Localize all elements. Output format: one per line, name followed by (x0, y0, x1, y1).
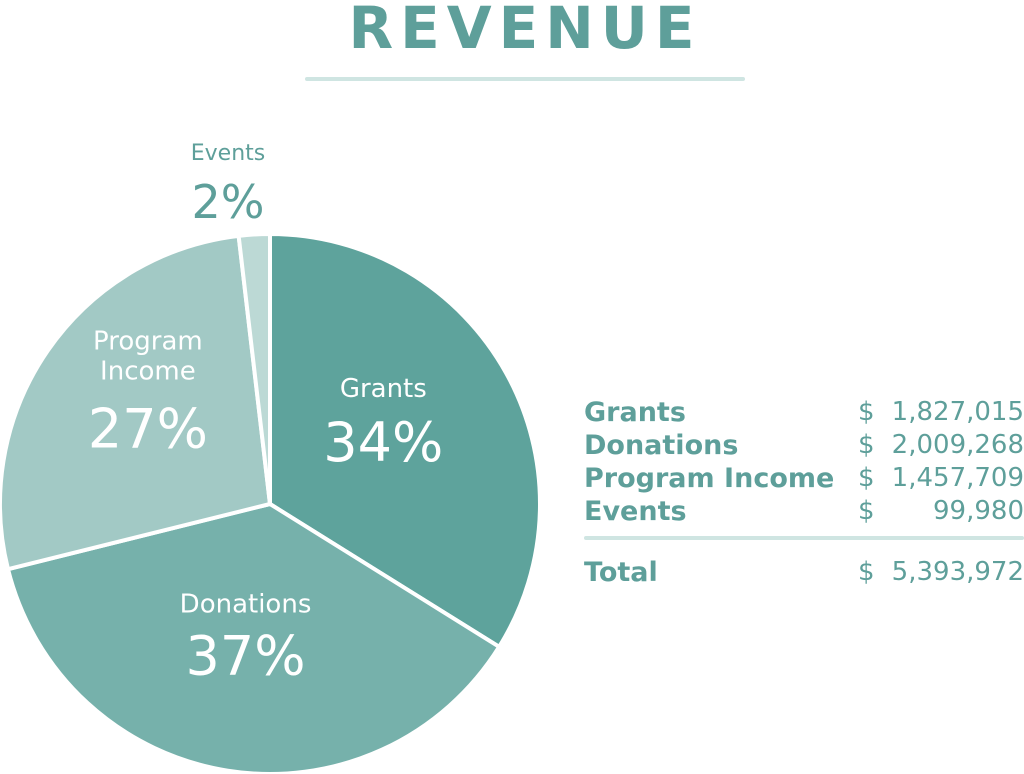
row-name: Donations (584, 430, 739, 461)
pie-slice-donations (5, 502, 502, 774)
row-currency: $ (858, 463, 875, 493)
table-row-events: Events $ 99,980 (584, 495, 1024, 528)
chart-title: REVENUE (348, 0, 702, 62)
slice-percent-events: 2% (192, 175, 265, 229)
slice-percent-donations: 37% (186, 625, 306, 688)
table-divider (584, 536, 1024, 540)
revenue-pie-chart: Grants 34% Donations 37% Program Income 27% Eve… (0, 141, 542, 774)
pie-slice-program-income (0, 233, 272, 572)
row-currency: $ (858, 397, 875, 427)
revenue-table: Grants $ 1,827,015 Donations $ 2,009,268… (584, 396, 1024, 589)
total-label: Total (584, 557, 658, 588)
pie-slice-grants (268, 232, 542, 649)
slice-label-grants: Grants (340, 374, 427, 404)
row-value: 1,457,709 (891, 463, 1024, 493)
slice-label-events: Events (191, 141, 266, 166)
row-name: Program Income (584, 463, 835, 494)
table-row-donations: Donations $ 2,009,268 (584, 429, 1024, 462)
table-row-total: Total $ 5,393,972 (584, 556, 1024, 589)
total-value: 5,393,972 (891, 557, 1024, 587)
slice-label-donations: Donations (180, 590, 312, 620)
row-value: 1,827,015 (891, 397, 1024, 427)
total-currency: $ (858, 557, 875, 587)
slice-percent-grants: 34% (323, 411, 443, 474)
row-name: Events (584, 496, 687, 527)
row-currency: $ (858, 496, 875, 526)
row-value: 2,009,268 (891, 430, 1024, 460)
row-value: 99,980 (933, 496, 1024, 526)
pie-slice-events (236, 232, 272, 506)
table-row-program-income: Program Income $ 1,457,709 (584, 462, 1024, 495)
slice-label-program-income: Program Income (93, 326, 203, 386)
row-currency: $ (858, 430, 875, 460)
table-row-grants: Grants $ 1,827,015 (584, 396, 1024, 429)
title-underline (305, 77, 745, 81)
slice-percent-program-income: 27% (88, 397, 208, 460)
row-name: Grants (584, 397, 686, 428)
